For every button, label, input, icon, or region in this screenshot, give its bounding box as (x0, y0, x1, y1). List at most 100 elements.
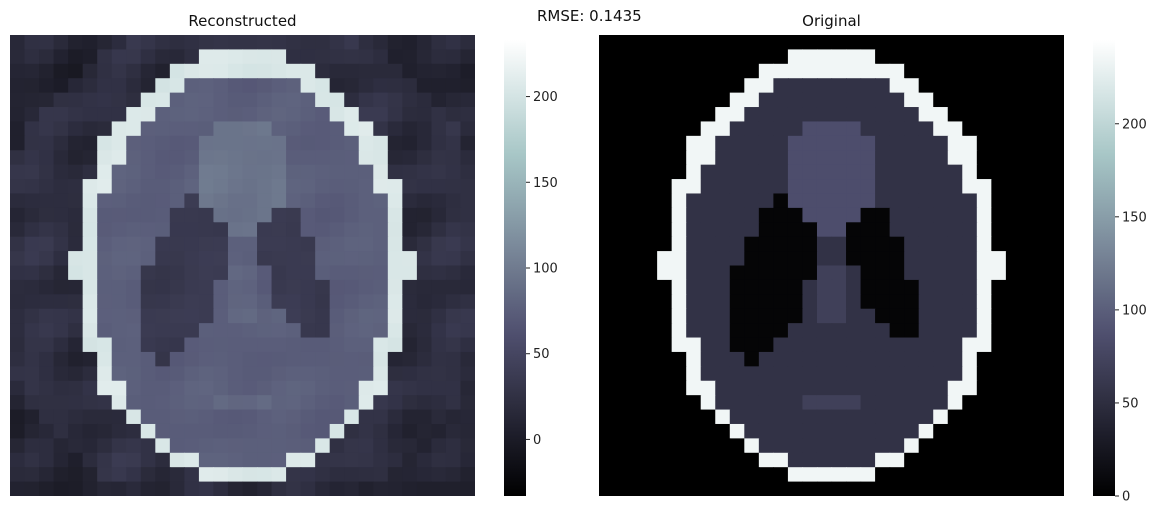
reconstructed-heatmap-cell (271, 222, 287, 238)
original-colorbar-tick-label: 0 (1122, 490, 1130, 505)
reconstructed-heatmap-cell (344, 308, 360, 324)
original-heatmap-cell (831, 308, 847, 324)
original-heatmap-cell (1020, 222, 1036, 238)
reconstructed-heatmap-cell (126, 481, 142, 496)
original-heatmap-cell (700, 279, 716, 295)
original-heatmap-cell (875, 236, 891, 252)
original-heatmap-cell (729, 481, 745, 496)
reconstructed-heatmap-cell (460, 467, 475, 483)
reconstructed-heatmap-cell (39, 452, 55, 468)
reconstructed-heatmap-cell (111, 150, 127, 166)
reconstructed-heatmap-cell (300, 135, 316, 151)
original-heatmap-cell (947, 92, 963, 108)
reconstructed-heatmap-cell (373, 207, 389, 223)
original-heatmap-cell (947, 423, 963, 439)
reconstructed-heatmap-cell (271, 380, 287, 396)
original-heatmap-cell (642, 179, 658, 195)
original-heatmap-cell (1034, 294, 1051, 310)
original-heatmap-cell (1020, 179, 1036, 195)
reconstructed-heatmap-cell (271, 49, 287, 65)
reconstructed-heatmap-cell (82, 337, 98, 353)
original-heatmap-cell (816, 236, 833, 252)
original-heatmap-cell (671, 308, 687, 324)
reconstructed-heatmap-cell (257, 78, 273, 94)
original-heatmap-cell (599, 380, 615, 396)
reconstructed-heatmap-cell (300, 409, 316, 425)
reconstructed-heatmap-cell (82, 452, 98, 468)
original-heatmap-cell (875, 35, 891, 51)
original-heatmap-cell (1049, 308, 1064, 324)
reconstructed-heatmap-cell (242, 294, 258, 310)
original-heatmap-cell (976, 121, 992, 137)
original-heatmap-cell (962, 337, 978, 353)
reconstructed-heatmap-cell (53, 251, 69, 267)
original-heatmap-cell (831, 63, 847, 79)
original-heatmap-cell (671, 380, 687, 396)
reconstructed-heatmap-cell (97, 193, 113, 209)
reconstructed-heatmap-cell (344, 251, 360, 267)
reconstructed-heatmap-cell (82, 121, 98, 137)
original-heatmap-cell (1034, 481, 1051, 496)
reconstructed-heatmap-cell (329, 438, 345, 454)
reconstructed-heatmap-cell (24, 323, 40, 339)
original-heatmap-cell (700, 150, 716, 166)
reconstructed-heatmap-cell (460, 49, 475, 65)
original-heatmap-cell (962, 107, 978, 123)
original-heatmap-cell (671, 78, 687, 94)
reconstructed-heatmap-cell (460, 481, 475, 496)
original-heatmap-cell (686, 236, 702, 252)
reconstructed-heatmap-cell (10, 351, 26, 367)
original-heatmap-cell (802, 279, 818, 295)
original-heatmap-cell (1049, 164, 1064, 180)
original-heatmap-cell (642, 251, 658, 267)
reconstructed-heatmap-cell (24, 366, 40, 382)
original-heatmap-cell (846, 323, 862, 339)
original-heatmap-cell (729, 35, 745, 51)
reconstructed-heatmap-cell (68, 265, 84, 281)
reconstructed-heatmap-cell (344, 207, 360, 223)
reconstructed-heatmap-cell (227, 265, 244, 281)
reconstructed-heatmap-cell (373, 35, 389, 51)
reconstructed-heatmap-cell (402, 308, 418, 324)
reconstructed-heatmap-cell (300, 92, 316, 108)
original-heatmap-cell (1020, 150, 1036, 166)
original-heatmap-cell (816, 438, 833, 454)
reconstructed-heatmap-cell (402, 78, 418, 94)
reconstructed-heatmap-cell (53, 35, 69, 51)
reconstructed-heatmap-cell (213, 467, 229, 483)
original-heatmap-cell (700, 294, 716, 310)
original-heatmap-cell (846, 265, 862, 281)
original-heatmap-cell (758, 294, 774, 310)
reconstructed-heatmap-cell (416, 294, 433, 310)
original-heatmap-cell (947, 207, 963, 223)
reconstructed-heatmap-cell (286, 49, 302, 65)
original-heatmap-cell (773, 222, 789, 238)
reconstructed-colorbar-tick-label: 150 (533, 176, 558, 191)
reconstructed-heatmap-cell (373, 121, 389, 137)
original-heatmap-cell (613, 251, 629, 267)
original-heatmap-cell (671, 236, 687, 252)
original-heatmap-cell (628, 294, 644, 310)
reconstructed-heatmap-cell (329, 251, 345, 267)
reconstructed-heatmap-cell (242, 438, 258, 454)
reconstructed-heatmap-cell (300, 207, 316, 223)
original-heatmap-cell (875, 63, 891, 79)
reconstructed-heatmap-cell (257, 308, 273, 324)
reconstructed-heatmap-cell (242, 423, 258, 439)
reconstructed-heatmap-cell (329, 150, 345, 166)
reconstructed-heatmap-cell (126, 467, 142, 483)
original-colorbar-bar (1093, 40, 1115, 496)
reconstructed-heatmap-cell (68, 467, 84, 483)
reconstructed-heatmap-cell (53, 351, 69, 367)
reconstructed-heatmap-cell (257, 222, 273, 238)
reconstructed-heatmap-cell (10, 452, 26, 468)
reconstructed-heatmap-cell (344, 481, 360, 496)
reconstructed-heatmap-cell (358, 121, 374, 137)
original-heatmap-cell (642, 150, 658, 166)
reconstructed-heatmap-cell (344, 107, 360, 123)
original-heatmap-cell (700, 35, 716, 51)
reconstructed-heatmap-cell (97, 337, 113, 353)
reconstructed-heatmap-cell (213, 63, 229, 79)
original-heatmap-cell (700, 265, 716, 281)
reconstructed-heatmap-cell (431, 409, 447, 425)
